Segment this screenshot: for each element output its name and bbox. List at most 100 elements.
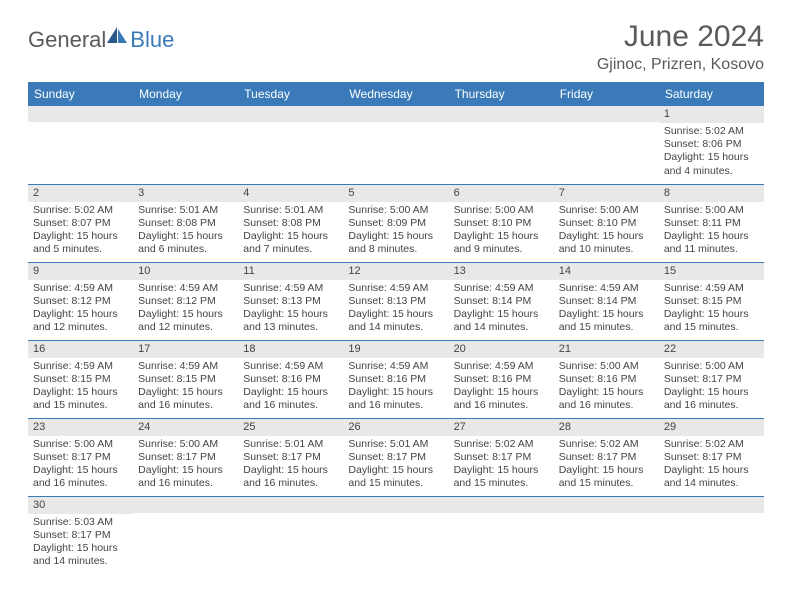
daylight-text: Daylight: 15 hours and 15 minutes. (664, 308, 759, 334)
sunset-text: Sunset: 8:14 PM (559, 295, 654, 308)
sunset-text: Sunset: 8:13 PM (243, 295, 338, 308)
daylight-text: Daylight: 15 hours and 13 minutes. (243, 308, 338, 334)
daylight-text: Daylight: 15 hours and 14 minutes. (454, 308, 549, 334)
sunset-text: Sunset: 8:16 PM (243, 373, 338, 386)
daylight-text: Daylight: 15 hours and 16 minutes. (243, 464, 338, 490)
daylight-text: Daylight: 15 hours and 15 minutes. (559, 308, 654, 334)
day-content (343, 122, 448, 178)
day-content: Sunrise: 4:59 AMSunset: 8:12 PMDaylight:… (28, 280, 133, 339)
day-header-row: Sunday Monday Tuesday Wednesday Thursday… (28, 82, 764, 106)
day-header: Tuesday (238, 82, 343, 106)
day-number (238, 106, 343, 122)
day-content: Sunrise: 4:59 AMSunset: 8:12 PMDaylight:… (133, 280, 238, 339)
calendar-cell: 15Sunrise: 4:59 AMSunset: 8:15 PMDayligh… (659, 262, 764, 340)
sunset-text: Sunset: 8:16 PM (559, 373, 654, 386)
day-number: 9 (28, 263, 133, 280)
day-content: Sunrise: 5:00 AMSunset: 8:17 PMDaylight:… (28, 436, 133, 495)
location: Gjinoc, Prizren, Kosovo (597, 56, 764, 74)
day-content: Sunrise: 4:59 AMSunset: 8:16 PMDaylight:… (343, 358, 448, 417)
day-number: 22 (659, 341, 764, 358)
calendar-week: 9Sunrise: 4:59 AMSunset: 8:12 PMDaylight… (28, 262, 764, 340)
sunrise-text: Sunrise: 4:59 AM (33, 282, 128, 295)
daylight-text: Daylight: 15 hours and 7 minutes. (243, 230, 338, 256)
calendar-week: 1Sunrise: 5:02 AMSunset: 8:06 PMDaylight… (28, 106, 764, 184)
calendar-cell (449, 496, 554, 574)
day-content: Sunrise: 4:59 AMSunset: 8:15 PMDaylight:… (659, 280, 764, 339)
day-number: 30 (28, 497, 133, 514)
day-number (659, 497, 764, 513)
calendar-cell: 13Sunrise: 4:59 AMSunset: 8:14 PMDayligh… (449, 262, 554, 340)
day-number: 29 (659, 419, 764, 436)
day-number: 4 (238, 185, 343, 202)
day-number: 8 (659, 185, 764, 202)
day-number: 7 (554, 185, 659, 202)
sunrise-text: Sunrise: 5:03 AM (33, 516, 128, 529)
day-content: Sunrise: 4:59 AMSunset: 8:16 PMDaylight:… (449, 358, 554, 417)
page-header: General Blue June 2024 Gjinoc, Prizren, … (28, 20, 764, 74)
day-number: 11 (238, 263, 343, 280)
day-number: 23 (28, 419, 133, 436)
daylight-text: Daylight: 15 hours and 12 minutes. (33, 308, 128, 334)
calendar-cell: 5Sunrise: 5:00 AMSunset: 8:09 PMDaylight… (343, 184, 448, 262)
calendar-cell: 22Sunrise: 5:00 AMSunset: 8:17 PMDayligh… (659, 340, 764, 418)
day-number: 5 (343, 185, 448, 202)
day-content: Sunrise: 5:00 AMSunset: 8:17 PMDaylight:… (133, 436, 238, 495)
calendar-cell: 24Sunrise: 5:00 AMSunset: 8:17 PMDayligh… (133, 418, 238, 496)
sunset-text: Sunset: 8:08 PM (138, 217, 233, 230)
sunset-text: Sunset: 8:17 PM (664, 451, 759, 464)
day-number (238, 497, 343, 513)
daylight-text: Daylight: 15 hours and 15 minutes. (454, 464, 549, 490)
calendar-cell: 10Sunrise: 4:59 AMSunset: 8:12 PMDayligh… (133, 262, 238, 340)
sunrise-text: Sunrise: 5:01 AM (243, 204, 338, 217)
calendar-cell (238, 496, 343, 574)
title-block: June 2024 Gjinoc, Prizren, Kosovo (597, 20, 764, 74)
calendar-week: 2Sunrise: 5:02 AMSunset: 8:07 PMDaylight… (28, 184, 764, 262)
calendar-cell: 28Sunrise: 5:02 AMSunset: 8:17 PMDayligh… (554, 418, 659, 496)
daylight-text: Daylight: 15 hours and 14 minutes. (664, 464, 759, 490)
day-number: 1 (659, 106, 764, 123)
day-content: Sunrise: 4:59 AMSunset: 8:15 PMDaylight:… (28, 358, 133, 417)
calendar-cell: 17Sunrise: 4:59 AMSunset: 8:15 PMDayligh… (133, 340, 238, 418)
sunrise-text: Sunrise: 5:02 AM (454, 438, 549, 451)
sunrise-text: Sunrise: 5:01 AM (348, 438, 443, 451)
day-header: Wednesday (343, 82, 448, 106)
day-content (28, 122, 133, 178)
calendar-cell: 1Sunrise: 5:02 AMSunset: 8:06 PMDaylight… (659, 106, 764, 184)
day-content: Sunrise: 4:59 AMSunset: 8:13 PMDaylight:… (238, 280, 343, 339)
day-content: Sunrise: 4:59 AMSunset: 8:14 PMDaylight:… (449, 280, 554, 339)
calendar-week: 23Sunrise: 5:00 AMSunset: 8:17 PMDayligh… (28, 418, 764, 496)
daylight-text: Daylight: 15 hours and 12 minutes. (138, 308, 233, 334)
day-header: Thursday (449, 82, 554, 106)
sunset-text: Sunset: 8:17 PM (664, 373, 759, 386)
calendar-cell (133, 496, 238, 574)
sunset-text: Sunset: 8:15 PM (664, 295, 759, 308)
calendar-cell: 14Sunrise: 4:59 AMSunset: 8:14 PMDayligh… (554, 262, 659, 340)
sunset-text: Sunset: 8:15 PM (33, 373, 128, 386)
day-number: 25 (238, 419, 343, 436)
calendar-cell: 16Sunrise: 4:59 AMSunset: 8:15 PMDayligh… (28, 340, 133, 418)
sunset-text: Sunset: 8:06 PM (664, 138, 759, 151)
day-content (554, 122, 659, 178)
sunrise-text: Sunrise: 4:59 AM (348, 360, 443, 373)
day-number (343, 106, 448, 122)
day-header: Sunday (28, 82, 133, 106)
calendar-cell (343, 496, 448, 574)
daylight-text: Daylight: 15 hours and 16 minutes. (348, 386, 443, 412)
calendar-cell: 9Sunrise: 4:59 AMSunset: 8:12 PMDaylight… (28, 262, 133, 340)
daylight-text: Daylight: 15 hours and 9 minutes. (454, 230, 549, 256)
sunset-text: Sunset: 8:13 PM (348, 295, 443, 308)
day-content: Sunrise: 4:59 AMSunset: 8:14 PMDaylight:… (554, 280, 659, 339)
calendar-cell: 30Sunrise: 5:03 AMSunset: 8:17 PMDayligh… (28, 496, 133, 574)
calendar-cell: 3Sunrise: 5:01 AMSunset: 8:08 PMDaylight… (133, 184, 238, 262)
day-number (554, 106, 659, 122)
day-number (554, 497, 659, 513)
sunrise-text: Sunrise: 5:02 AM (664, 438, 759, 451)
day-content: Sunrise: 5:01 AMSunset: 8:17 PMDaylight:… (238, 436, 343, 495)
day-number: 27 (449, 419, 554, 436)
sunset-text: Sunset: 8:07 PM (33, 217, 128, 230)
daylight-text: Daylight: 15 hours and 16 minutes. (33, 464, 128, 490)
daylight-text: Daylight: 15 hours and 14 minutes. (348, 308, 443, 334)
day-content: Sunrise: 5:00 AMSunset: 8:16 PMDaylight:… (554, 358, 659, 417)
calendar-cell: 18Sunrise: 4:59 AMSunset: 8:16 PMDayligh… (238, 340, 343, 418)
day-content: Sunrise: 4:59 AMSunset: 8:15 PMDaylight:… (133, 358, 238, 417)
